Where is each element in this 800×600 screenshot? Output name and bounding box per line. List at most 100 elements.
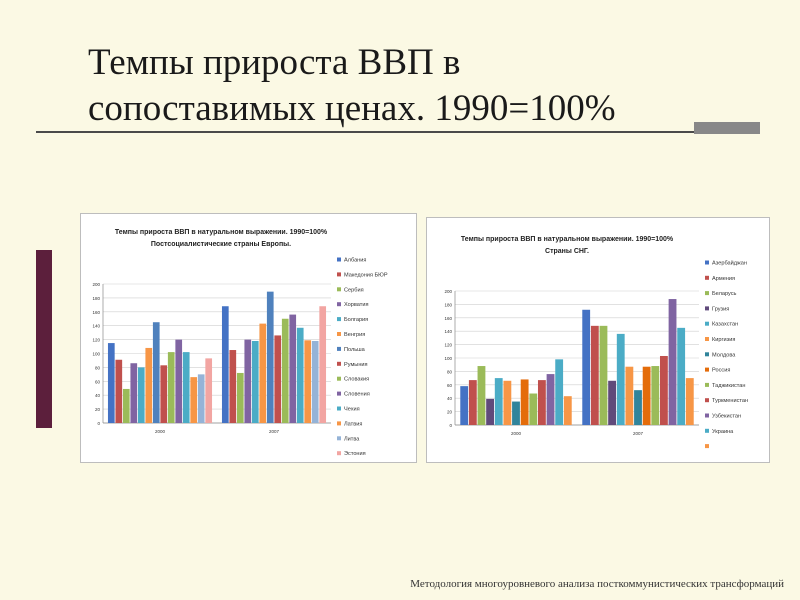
c0-bar xyxy=(296,327,304,423)
c1-ytick-label: 60 xyxy=(447,383,453,388)
accent-bar xyxy=(36,250,52,428)
c0-ytick-label: 120 xyxy=(92,338,100,343)
c1-bar xyxy=(555,359,564,425)
c1-legend-swatch xyxy=(705,275,709,280)
c1-bar xyxy=(468,380,477,425)
c0-bar xyxy=(274,335,282,423)
c0-ytick-label: 60 xyxy=(95,379,101,384)
c0-ytick-label: 40 xyxy=(95,393,101,398)
c0-ytick-label: 0 xyxy=(97,421,100,426)
c1-chart-title: Темпы прироста ВВП в натуральном выражен… xyxy=(461,236,674,243)
c1-bar xyxy=(599,325,608,425)
c1-bar xyxy=(634,390,642,425)
c1-legend-label: Узбекистан xyxy=(712,414,741,420)
c1-legend-label: Туркменистан xyxy=(712,398,748,404)
footer-text: Методология многоуровневого анализа пост… xyxy=(410,578,784,590)
c1-legend-label: Таджикистан xyxy=(712,383,745,389)
c1-legend-swatch xyxy=(705,352,709,357)
c1-bar xyxy=(460,386,469,425)
c0-legend-label: Чехия xyxy=(344,407,360,413)
c0-legend-swatch xyxy=(337,317,341,322)
c1-bar xyxy=(512,401,520,425)
chart-europe: Темпы прироста ВВП в натуральном выражен… xyxy=(92,229,387,457)
c0-legend-swatch xyxy=(337,332,341,336)
chart-panel-europe: Темпы прироста ВВП в натуральном выражен… xyxy=(80,213,417,463)
c0-bar xyxy=(182,352,190,423)
c1-bar xyxy=(625,366,634,425)
c0-ytick-label: 20 xyxy=(95,407,101,412)
c1-legend-label: Беларусь xyxy=(712,291,737,297)
slide-title: Темпы прироста ВВП в сопоставимых ценах.… xyxy=(88,40,728,132)
c1-bar xyxy=(520,379,529,425)
c1-legend-swatch xyxy=(705,321,709,326)
c0-legend-label: Болгария xyxy=(344,317,368,323)
c0-chart-title: Темпы прироста ВВП в натуральном выражен… xyxy=(115,229,328,236)
chart-cis: Темпы прироста ВВП в натуральном выражен… xyxy=(444,236,748,449)
c0-bar xyxy=(236,372,244,423)
c0-ytick-label: 200 xyxy=(92,282,100,287)
c1-bar xyxy=(616,333,625,425)
c0-bar xyxy=(107,343,115,423)
c1-chart-subtitle: Страны СНГ. xyxy=(545,248,589,255)
c1-legend-swatch xyxy=(705,291,709,296)
title-underline xyxy=(36,131,726,133)
c1-legend-label: Украина xyxy=(712,429,734,435)
title-underline-block xyxy=(694,122,760,134)
c1-bar xyxy=(677,327,686,425)
c1-legend-swatch xyxy=(705,337,709,341)
c1-legend-label: Армения xyxy=(712,276,735,282)
c0-bar xyxy=(175,339,183,423)
c0-category-label: 2000 xyxy=(155,429,166,434)
c0-bar xyxy=(205,358,213,423)
c1-legend-swatch xyxy=(705,413,709,418)
c1-legend-label: Казахстан xyxy=(712,322,738,328)
c0-bar xyxy=(152,322,160,423)
c0-legend-label: Албания xyxy=(344,258,366,264)
c1-bar xyxy=(486,398,495,425)
c1-bar xyxy=(537,380,546,425)
c0-legend-label: Литва xyxy=(344,436,360,442)
c1-ytick-label: 40 xyxy=(447,396,453,401)
c0-legend-label: Румыния xyxy=(344,362,368,368)
c1-legend-swatch xyxy=(705,367,709,372)
c0-legend-swatch xyxy=(337,361,341,366)
c0-bar xyxy=(289,314,297,423)
c1-ytick-label: 0 xyxy=(449,423,452,428)
c0-legend-swatch xyxy=(337,421,341,426)
c0-legend-swatch xyxy=(337,391,341,396)
c1-bar xyxy=(529,393,538,425)
c1-ytick-label: 80 xyxy=(447,369,453,374)
c0-legend-label: Венгрия xyxy=(344,332,365,338)
c1-bar xyxy=(651,366,660,425)
c0-bar xyxy=(311,340,319,423)
c0-bar xyxy=(221,306,229,423)
c0-legend-label: Латвия xyxy=(344,421,362,427)
c1-ytick-label: 200 xyxy=(444,289,452,294)
c0-ytick-label: 80 xyxy=(95,365,101,370)
c0-legend-label: Эстония xyxy=(344,451,366,457)
c0-legend-swatch xyxy=(337,272,341,277)
c1-ytick-label: 20 xyxy=(447,410,453,415)
c0-bar xyxy=(145,347,153,423)
c0-legend-swatch xyxy=(337,346,341,351)
c0-bar xyxy=(266,291,274,423)
c0-legend-label: Словакия xyxy=(344,377,369,383)
c1-legend-label: Киргизия xyxy=(712,337,735,343)
c1-bar xyxy=(582,309,591,425)
c1-bar xyxy=(563,396,572,425)
c1-legend-label: Молдова xyxy=(712,352,736,358)
c1-legend-swatch xyxy=(705,260,709,265)
c1-legend-swatch xyxy=(705,398,709,403)
c1-bar xyxy=(503,380,512,425)
c0-legend-label: Сербия xyxy=(344,287,364,293)
c1-bar xyxy=(659,355,668,425)
c1-legend-swatch xyxy=(705,428,709,433)
c0-bar xyxy=(251,340,259,423)
c0-bar xyxy=(130,363,138,423)
c1-legend-label: Грузия xyxy=(712,306,729,312)
c0-category-label: 2007 xyxy=(269,429,280,434)
c1-ytick-label: 160 xyxy=(444,316,452,321)
c0-legend-swatch xyxy=(337,257,341,262)
c0-chart-subtitle: Постсоциалистические страны Европы. xyxy=(151,241,291,248)
c0-ytick-label: 180 xyxy=(92,296,100,301)
